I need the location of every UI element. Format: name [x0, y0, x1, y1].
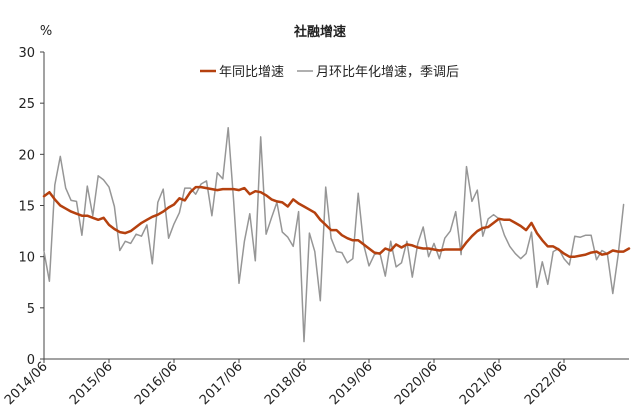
legend: 年同比增速 月环比年化增速，季调后 [200, 65, 459, 80]
y-tick-label: 0 [27, 353, 35, 368]
y-tick-label: 20 [18, 148, 35, 163]
y-tick-label: 10 [18, 251, 35, 266]
series-line-yoy [42, 185, 631, 258]
legend-label-yoy: 年同比增速 [219, 65, 284, 80]
y-tick-label: 30 [18, 46, 35, 61]
chart-title: 社融增速 [293, 24, 346, 40]
x-tick-label: 2021/06 [457, 359, 506, 408]
x-tick-label: 2020/06 [392, 359, 441, 408]
legend-label-mom: 月环比年化增速，季调后 [316, 65, 459, 80]
y-tick-label: 15 [18, 200, 35, 215]
x-tick-label: 2017/06 [197, 359, 246, 408]
x-tick-label: 2022/06 [522, 359, 571, 408]
series-line-mom [43, 126, 625, 343]
x-tick-label: 2015/06 [67, 359, 116, 408]
y-tick-label: 25 [18, 97, 35, 112]
x-tick-label: 2016/06 [132, 359, 181, 408]
y-tick-label: 5 [27, 302, 35, 317]
x-tick-label: 2018/06 [262, 359, 311, 408]
y-axis-unit-label: % [40, 24, 52, 39]
plot-area [42, 126, 631, 343]
x-tick-label: 2019/06 [327, 359, 376, 408]
